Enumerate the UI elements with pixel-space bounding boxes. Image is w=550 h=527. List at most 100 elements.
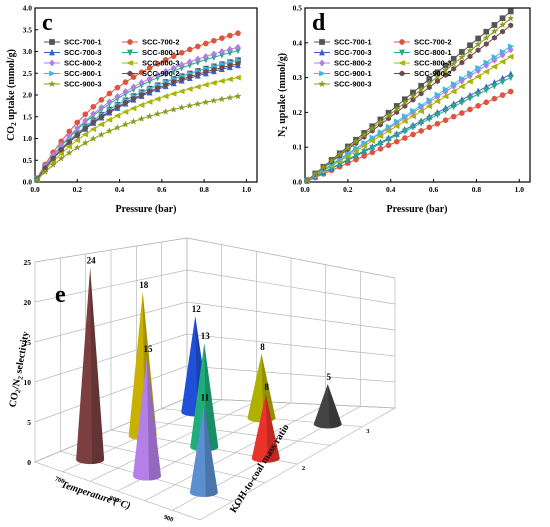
- data-point: [385, 123, 393, 130]
- legend-marker: [126, 60, 133, 66]
- data-point: [418, 102, 425, 109]
- data-point: [65, 143, 73, 150]
- data-point: [410, 107, 417, 114]
- legend-label: SCC-900-3: [64, 80, 102, 89]
- panel-e-temperature-axis-label: Temperature (°C): [60, 479, 132, 512]
- data-point: [392, 105, 401, 113]
- data-point: [90, 110, 97, 118]
- data-point: [433, 72, 442, 80]
- cone-shade: [146, 356, 161, 481]
- y-tick-label: 3.5: [23, 25, 33, 34]
- data-point: [361, 139, 368, 146]
- z-tick-label: 10: [24, 378, 32, 387]
- x-tick-label: 0.0: [30, 185, 40, 194]
- data-point: [360, 131, 368, 139]
- panel-e-letter: e: [55, 282, 66, 308]
- x-tick-label: 0.2: [343, 185, 353, 194]
- data-point: [376, 133, 384, 140]
- data-point: [401, 128, 408, 136]
- legend-entry: SCC-800-3: [394, 59, 452, 68]
- data-point: [377, 129, 385, 136]
- y-tick-label: 4.0: [23, 4, 33, 13]
- data-point: [146, 74, 153, 83]
- data-point: [345, 150, 352, 157]
- data-point: [82, 125, 88, 132]
- legend-marker: [49, 59, 55, 67]
- data-point: [89, 126, 97, 133]
- data-point: [459, 110, 465, 116]
- data-point: [319, 163, 328, 171]
- data-point: [335, 150, 344, 158]
- x-tick-label: 1.0: [242, 185, 252, 194]
- data-point: [137, 114, 146, 123]
- data-point: [500, 28, 506, 35]
- data-point: [147, 88, 153, 95]
- panel-d-n2-uptake: d 0.0 0.2 0.4 0.6 0.8 1.0 0.0 0.1 0.2 0.3 0.4 0.5 S…: [277, 4, 531, 215]
- legend-entry: SCC-900-3: [314, 80, 372, 89]
- panel-d-x-axis-label: Pressure (bar): [386, 204, 447, 215]
- data-point: [98, 103, 105, 112]
- data-point: [98, 97, 105, 103]
- data-point: [368, 138, 376, 145]
- data-point: [490, 63, 498, 70]
- cone-body: [189, 404, 218, 497]
- cone-800-2: 13: [190, 331, 219, 452]
- legend-marker: [127, 70, 133, 77]
- data-point: [475, 91, 482, 98]
- data-point: [194, 99, 202, 108]
- x-tick-label: 0.6: [157, 185, 167, 194]
- data-point: [311, 169, 320, 178]
- data-point: [491, 83, 498, 90]
- data-point: [401, 98, 409, 106]
- cone-value-label: 8: [265, 382, 270, 392]
- cone-800-1: 15: [132, 344, 161, 481]
- data-point: [146, 65, 153, 71]
- data-point: [66, 138, 72, 145]
- data-point: [186, 101, 194, 109]
- data-point: [491, 54, 499, 61]
- data-point: [507, 74, 514, 82]
- data-point: [235, 60, 241, 67]
- data-point: [227, 32, 233, 39]
- data-point: [498, 20, 507, 29]
- data-point: [303, 176, 311, 184]
- data-point: [417, 85, 425, 93]
- data-point: [235, 30, 241, 37]
- data-point: [449, 59, 458, 67]
- legend-entry: SCC-700-2: [394, 38, 452, 47]
- data-point: [507, 88, 514, 95]
- data-point: [458, 83, 465, 90]
- panel-c-frame: [34, 7, 258, 183]
- data-point: [137, 102, 145, 109]
- data-point: [219, 64, 225, 71]
- data-point: [227, 45, 233, 53]
- cone-body: [251, 394, 280, 463]
- legend-marker: [49, 48, 55, 56]
- data-point: [194, 43, 201, 50]
- data-point: [361, 149, 368, 156]
- legend-marker: [49, 39, 55, 45]
- cone-value-label: 12: [192, 304, 202, 314]
- x-tick-label: 0.4: [386, 185, 396, 194]
- panel-c-letter: c: [42, 10, 53, 36]
- data-point: [402, 135, 408, 141]
- data-point: [459, 59, 465, 66]
- data-point: [433, 98, 441, 105]
- y-tick-label: 2.5: [23, 69, 33, 78]
- y-tick-label: 0.5: [293, 4, 303, 13]
- data-point: [402, 113, 409, 120]
- temperature-tick-label: 700: [54, 475, 66, 485]
- cone-value-label: 5: [326, 372, 331, 382]
- legend-entry: SCC-800-2: [44, 59, 102, 68]
- panel-d-y-axis-label: N2 uptake (mmol/g): [277, 53, 289, 137]
- cone-body: [247, 353, 276, 423]
- cone-value-label: 13: [201, 331, 211, 341]
- data-point: [170, 53, 177, 60]
- legend-entry: SCC-700-3: [44, 48, 102, 57]
- data-point: [186, 86, 193, 93]
- data-point: [483, 28, 490, 35]
- data-point: [145, 98, 153, 105]
- data-point: [483, 41, 489, 47]
